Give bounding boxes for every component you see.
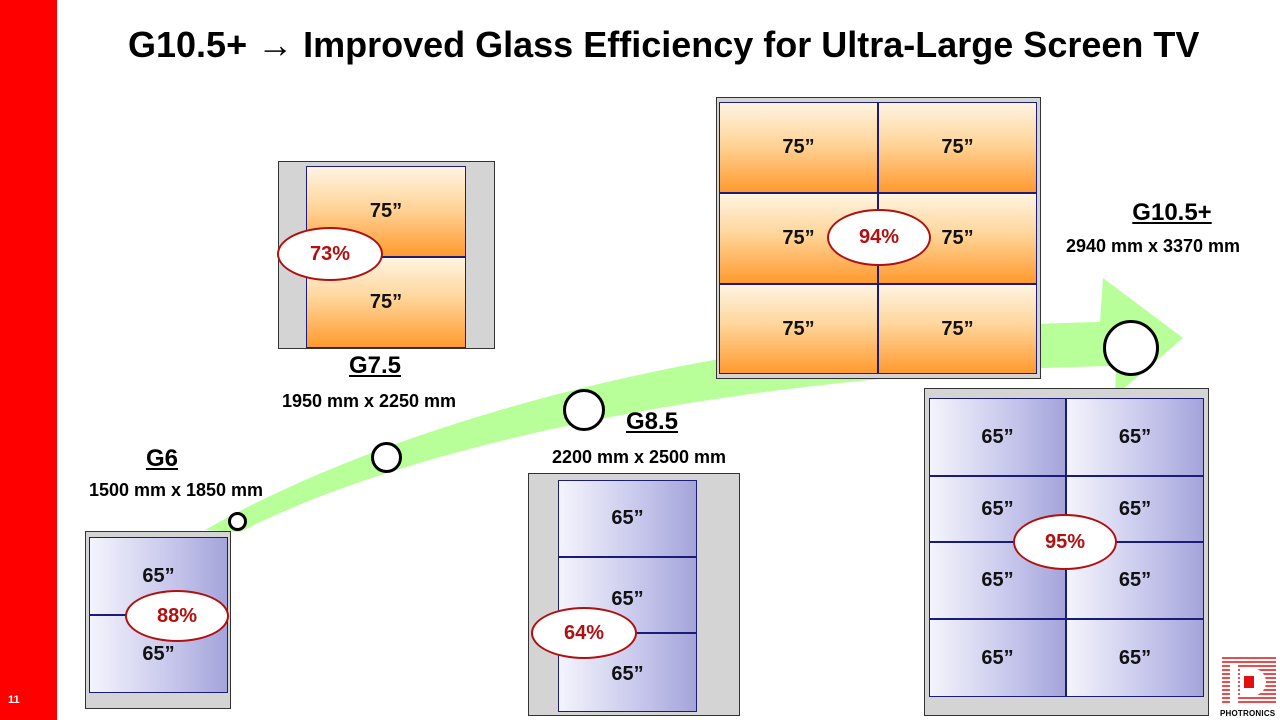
g85-size-circle <box>563 389 605 431</box>
g105-65-panel-1: 65” <box>929 398 1066 476</box>
g75-label: G7.5 <box>348 352 402 379</box>
g75-efficiency-badge: 73% <box>277 227 383 281</box>
left-red-bar <box>0 0 57 720</box>
g6-dimensions: 1500 mm x 1850 mm <box>88 480 264 500</box>
g105-75-panel-1: 75” <box>719 102 878 193</box>
g6-size-circle <box>228 512 247 531</box>
g75-size-circle <box>371 442 402 473</box>
g85-glass-sheet: 65” 65” 65” <box>528 473 740 716</box>
g85-label: G8.5 <box>625 408 679 435</box>
g105-65-panel-5: 65” <box>929 542 1066 619</box>
g105-75-panel-5: 75” <box>719 284 878 374</box>
logo-wordmark: PHOTRONICS <box>1220 709 1276 718</box>
g105-75-efficiency-badge: 94% <box>827 209 931 266</box>
g6-label: G6 <box>145 445 178 472</box>
g6-efficiency-badge: 88% <box>125 590 229 642</box>
g105-65-panel-7: 65” <box>929 619 1066 697</box>
g105-size-circle <box>1103 320 1159 376</box>
g105-65-panel-8: 65” <box>1066 619 1204 697</box>
g85-dimensions: 2200 mm x 2500 mm <box>551 447 727 467</box>
g105-65-panel-6: 65” <box>1066 542 1204 619</box>
g75-dimensions: 1950 mm x 2250 mm <box>281 391 457 411</box>
page-number: 11 <box>8 694 20 706</box>
g85-panel-1: 65” <box>558 480 697 557</box>
g105-75-panel-6: 75” <box>878 284 1037 374</box>
g105-65-panel-2: 65” <box>1066 398 1204 476</box>
g85-efficiency-badge: 64% <box>531 607 637 659</box>
g105-65-glass-sheet: 65” 65” 65” 65” 65” 65” 65” 65” <box>924 388 1209 716</box>
photronics-logo-icon <box>1222 657 1276 704</box>
g105-label: G10.5+ <box>1132 199 1212 226</box>
g105-dimensions: 2940 mm x 3370 mm <box>1065 236 1241 256</box>
g105-65-efficiency-badge: 95% <box>1013 514 1117 570</box>
slide-title: G10.5+ → Improved Glass Efficiency for U… <box>128 24 1200 65</box>
g105-75-panel-2: 75” <box>878 102 1037 193</box>
